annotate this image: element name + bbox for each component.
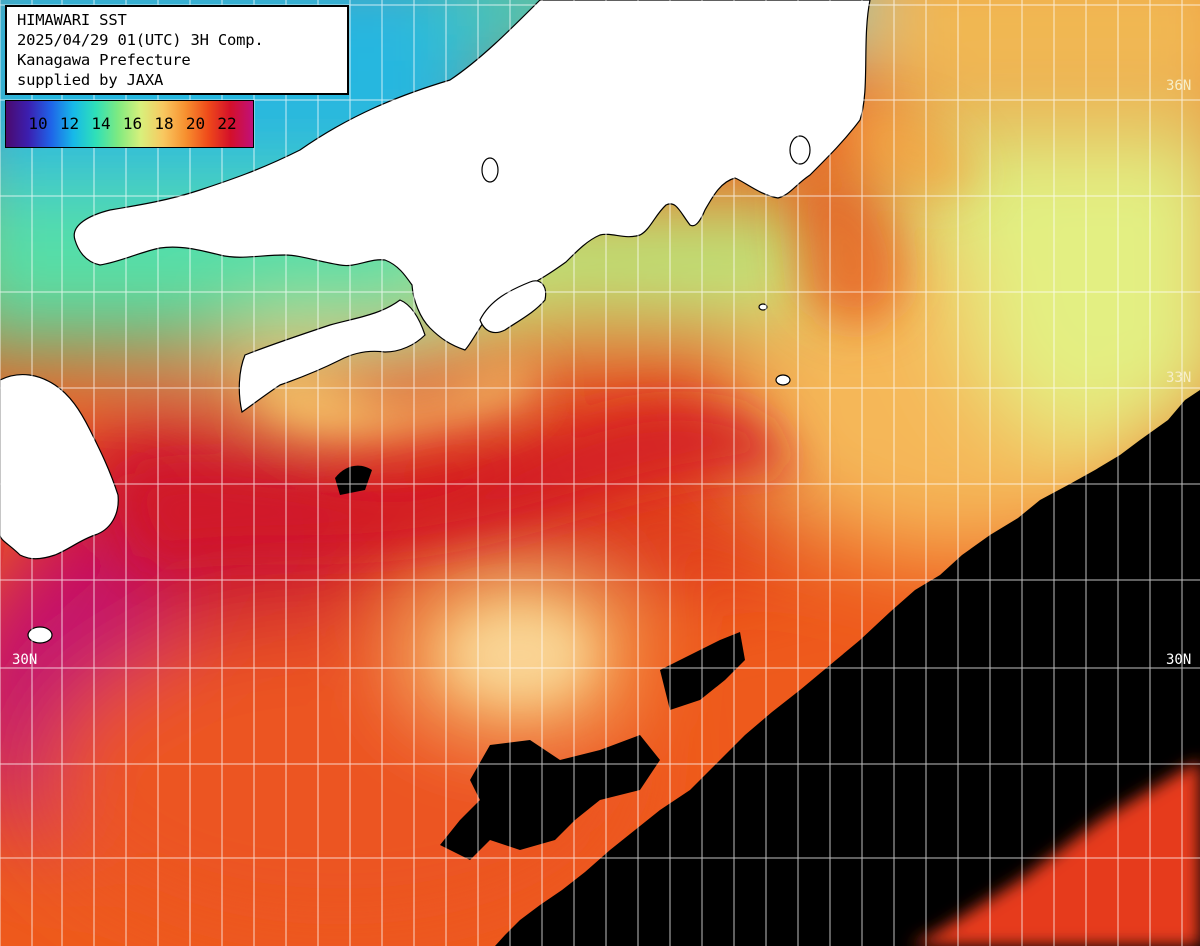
land-kyushu bbox=[0, 373, 119, 560]
land-island-3 bbox=[758, 303, 768, 311]
lat-label-30n-left: 30N bbox=[12, 652, 38, 668]
land bbox=[0, 0, 871, 644]
temperature-colorbar: 10 12 14 16 18 20 22 bbox=[5, 100, 254, 148]
colorbar-tick-12: 12 bbox=[59, 114, 80, 133]
colorbar-tick-14: 14 bbox=[91, 114, 111, 133]
colorbar-tick-20: 20 bbox=[185, 114, 206, 133]
region-line: Kanagawa Prefecture bbox=[17, 51, 191, 69]
sst-detail bbox=[120, 113, 980, 697]
lat-label-30n-right: 30N bbox=[1166, 652, 1192, 668]
land-island-1 bbox=[27, 626, 53, 644]
colorbar-tick-10: 10 bbox=[28, 114, 48, 133]
title-box: HIMAWARI SST 2025/04/29 01(UTC) 3H Comp.… bbox=[5, 5, 349, 95]
title-line: HIMAWARI SST bbox=[17, 11, 127, 29]
land-island-5 bbox=[481, 157, 499, 183]
colorbar-labels: 10 12 14 16 18 20 22 bbox=[6, 101, 253, 147]
sst-se-strip bbox=[910, 760, 1200, 946]
lat-label-33n-right: 33N bbox=[1166, 370, 1192, 386]
colorbar-tick-16: 16 bbox=[122, 114, 143, 133]
colorbar-tick-18: 18 bbox=[154, 114, 174, 133]
credit-line: supplied by JAXA bbox=[17, 71, 164, 89]
lat-label-36n-right: 36N bbox=[1166, 78, 1192, 94]
no-data-patch-3 bbox=[335, 465, 372, 495]
land-island-2 bbox=[775, 374, 791, 386]
colorbar-tick-22: 22 bbox=[217, 114, 237, 133]
land-island-4 bbox=[789, 135, 811, 165]
date-line: 2025/04/29 01(UTC) 3H Comp. bbox=[17, 31, 264, 49]
no-data-patch bbox=[440, 735, 660, 860]
